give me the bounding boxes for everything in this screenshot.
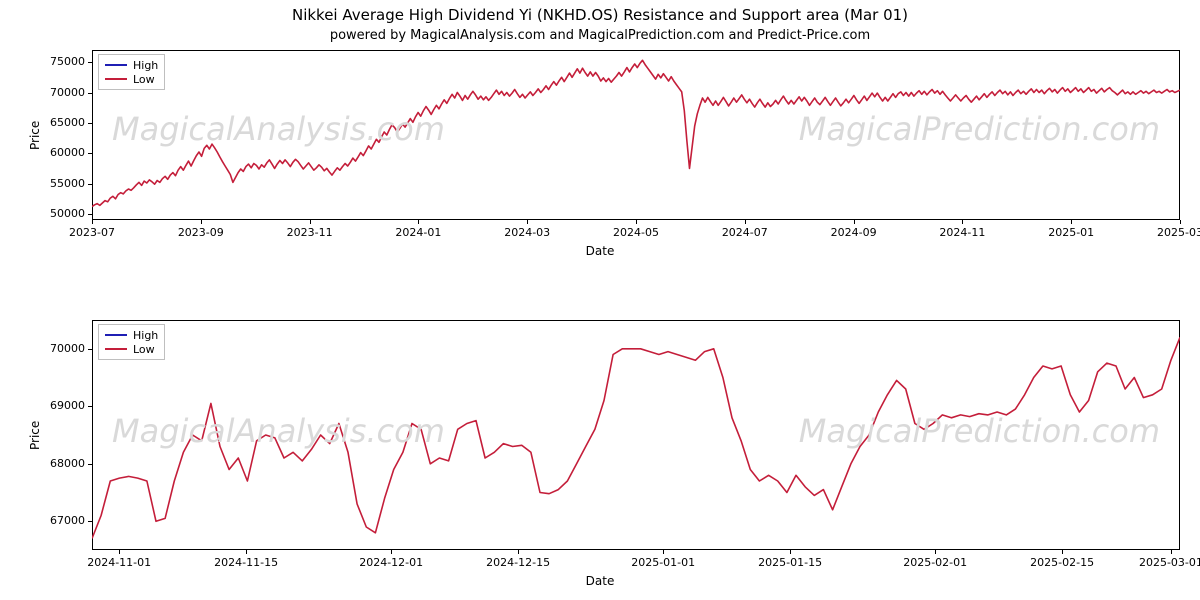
x-tick-label: 2024-05 — [613, 226, 659, 239]
y-tick-label: 68000 — [37, 457, 85, 470]
x-tick-label: 2024-11-01 — [87, 556, 151, 569]
legend-label: Low — [133, 343, 155, 356]
y-tick-label: 70000 — [37, 342, 85, 355]
bottom-chart-panel: MagicalAnalysis.com MagicalPrediction.co… — [92, 320, 1180, 550]
y-tick-label: 60000 — [37, 146, 85, 159]
x-tick-label: 2025-01-15 — [758, 556, 822, 569]
x-tick-label: 2025-02-01 — [903, 556, 967, 569]
top-chart-panel: MagicalAnalysis.com MagicalPrediction.co… — [92, 50, 1180, 220]
figure: Nikkei Average High Dividend Yi (NKHD.OS… — [0, 0, 1200, 600]
x-tick-label: 2024-09 — [831, 226, 877, 239]
x-tick-label: 2025-01 — [1048, 226, 1094, 239]
y-tick-label: 65000 — [37, 116, 85, 129]
legend: HighLow — [98, 324, 165, 360]
y-tick-label: 69000 — [37, 399, 85, 412]
legend-swatch — [105, 348, 127, 350]
y-tick-label: 50000 — [37, 207, 85, 220]
y-tick-label: 55000 — [37, 177, 85, 190]
x-tick-label: 2024-12-01 — [359, 556, 423, 569]
x-axis-label: Date — [0, 244, 1200, 258]
legend-item: Low — [105, 72, 158, 86]
x-tick-label: 2024-12-15 — [486, 556, 550, 569]
x-axis-label: Date — [0, 574, 1200, 588]
legend-label: Low — [133, 73, 155, 86]
legend: HighLow — [98, 54, 165, 90]
y-axis-label: Price — [28, 421, 42, 450]
x-tick-label: 2025-01-01 — [631, 556, 695, 569]
legend-swatch — [105, 78, 127, 80]
x-tick-label: 2025-03 — [1157, 226, 1200, 239]
x-tick-label: 2024-11 — [939, 226, 985, 239]
legend-label: High — [133, 59, 158, 72]
legend-swatch — [105, 64, 127, 66]
chart-subtitle: powered by MagicalAnalysis.com and Magic… — [0, 28, 1200, 43]
legend-label: High — [133, 329, 158, 342]
x-tick-label: 2023-11 — [287, 226, 333, 239]
x-tick-label: 2023-07 — [69, 226, 115, 239]
x-tick-label: 2023-09 — [178, 226, 224, 239]
legend-item: High — [105, 328, 158, 342]
x-tick-label: 2024-07 — [722, 226, 768, 239]
x-tick-label: 2025-02-15 — [1030, 556, 1094, 569]
y-tick-label: 67000 — [37, 514, 85, 527]
chart-suptitle: Nikkei Average High Dividend Yi (NKHD.OS… — [0, 6, 1200, 24]
x-tick-label: 2025-03-01 — [1139, 556, 1200, 569]
legend-item: Low — [105, 342, 158, 356]
x-tick-label: 2024-03 — [504, 226, 550, 239]
legend-swatch — [105, 334, 127, 336]
x-tick-label: 2024-01 — [395, 226, 441, 239]
x-tick-label: 2024-11-15 — [214, 556, 278, 569]
y-tick-label: 75000 — [37, 55, 85, 68]
y-tick-label: 70000 — [37, 86, 85, 99]
top-chart-svg — [92, 50, 1180, 220]
bottom-chart-svg — [92, 320, 1180, 550]
legend-item: High — [105, 58, 158, 72]
